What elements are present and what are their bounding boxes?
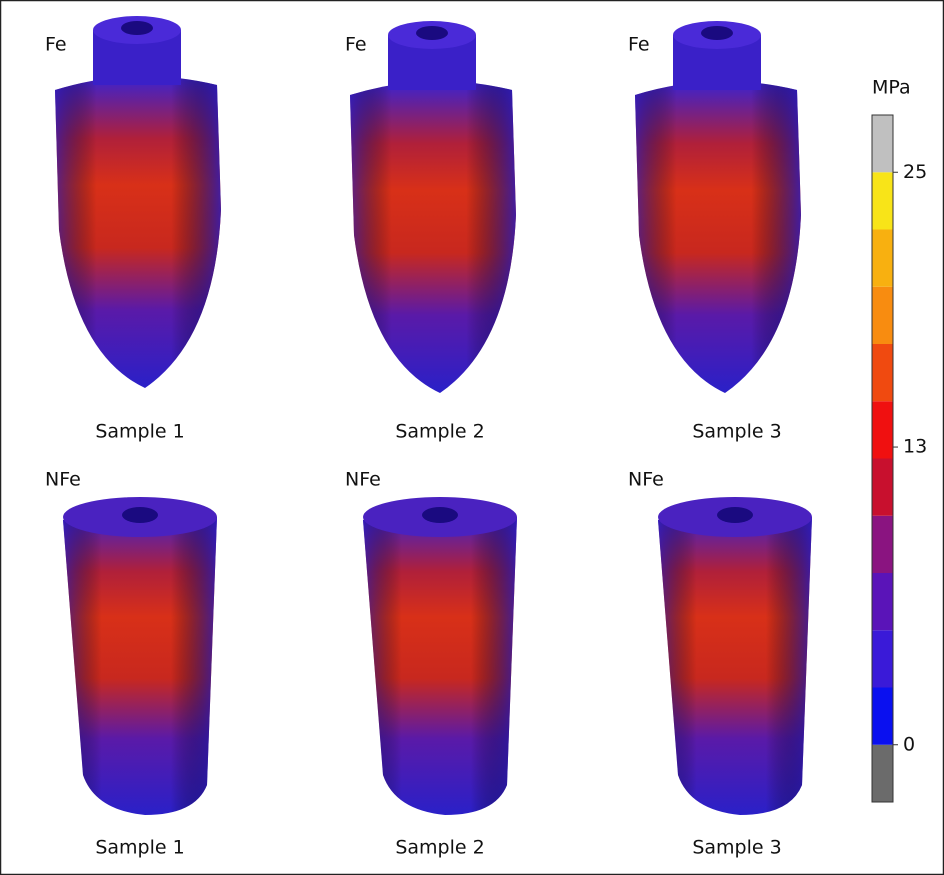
condition-label: Fe <box>45 34 67 56</box>
colorbar-segment <box>872 401 893 458</box>
colorbar-segment <box>872 745 893 802</box>
model <box>55 16 221 388</box>
sample-label: Sample 2 <box>395 421 484 443</box>
colorbar-segment <box>872 287 893 344</box>
colorbar-tick-label: 13 <box>903 436 927 458</box>
colorbar-segment <box>872 344 893 401</box>
model <box>363 497 517 815</box>
colorbar-tick-label: 0 <box>903 733 915 755</box>
figure: MPa Fe Sample 1 Fe Sample 2 Fe Sample 3 NFe Sam… <box>0 0 944 875</box>
sample-label: Sample 3 <box>692 421 781 443</box>
page: MPa Fe Sample 1 Fe Sample 2 Fe Sample 3 NFe Sam… <box>0 0 944 875</box>
sample-label: Sample 3 <box>692 837 781 859</box>
model <box>658 497 812 815</box>
model <box>635 21 801 393</box>
colorbar-segment <box>872 459 893 516</box>
sample-label: Sample 1 <box>95 421 184 443</box>
model <box>350 21 516 393</box>
colorbar-segment <box>872 573 893 630</box>
colorbar-tick-label: 25 <box>903 161 927 183</box>
condition-label: Fe <box>345 34 367 56</box>
colorbar-segment <box>872 516 893 573</box>
condition-label: NFe <box>45 469 81 491</box>
colorbar-segment <box>872 115 893 172</box>
model <box>63 497 217 815</box>
condition-label: NFe <box>345 469 381 491</box>
sample-label: Sample 1 <box>95 837 184 859</box>
colorbar: 25 13 0 <box>872 115 927 802</box>
colorbar-segment <box>872 688 893 745</box>
colorbar-segment <box>872 172 893 229</box>
condition-label: Fe <box>628 34 650 56</box>
sample-label: Sample 2 <box>395 837 484 859</box>
colorbar-segment <box>872 630 893 687</box>
condition-label: NFe <box>628 469 664 491</box>
colorbar-unit: MPa <box>872 77 911 99</box>
colorbar-segment <box>872 230 893 287</box>
